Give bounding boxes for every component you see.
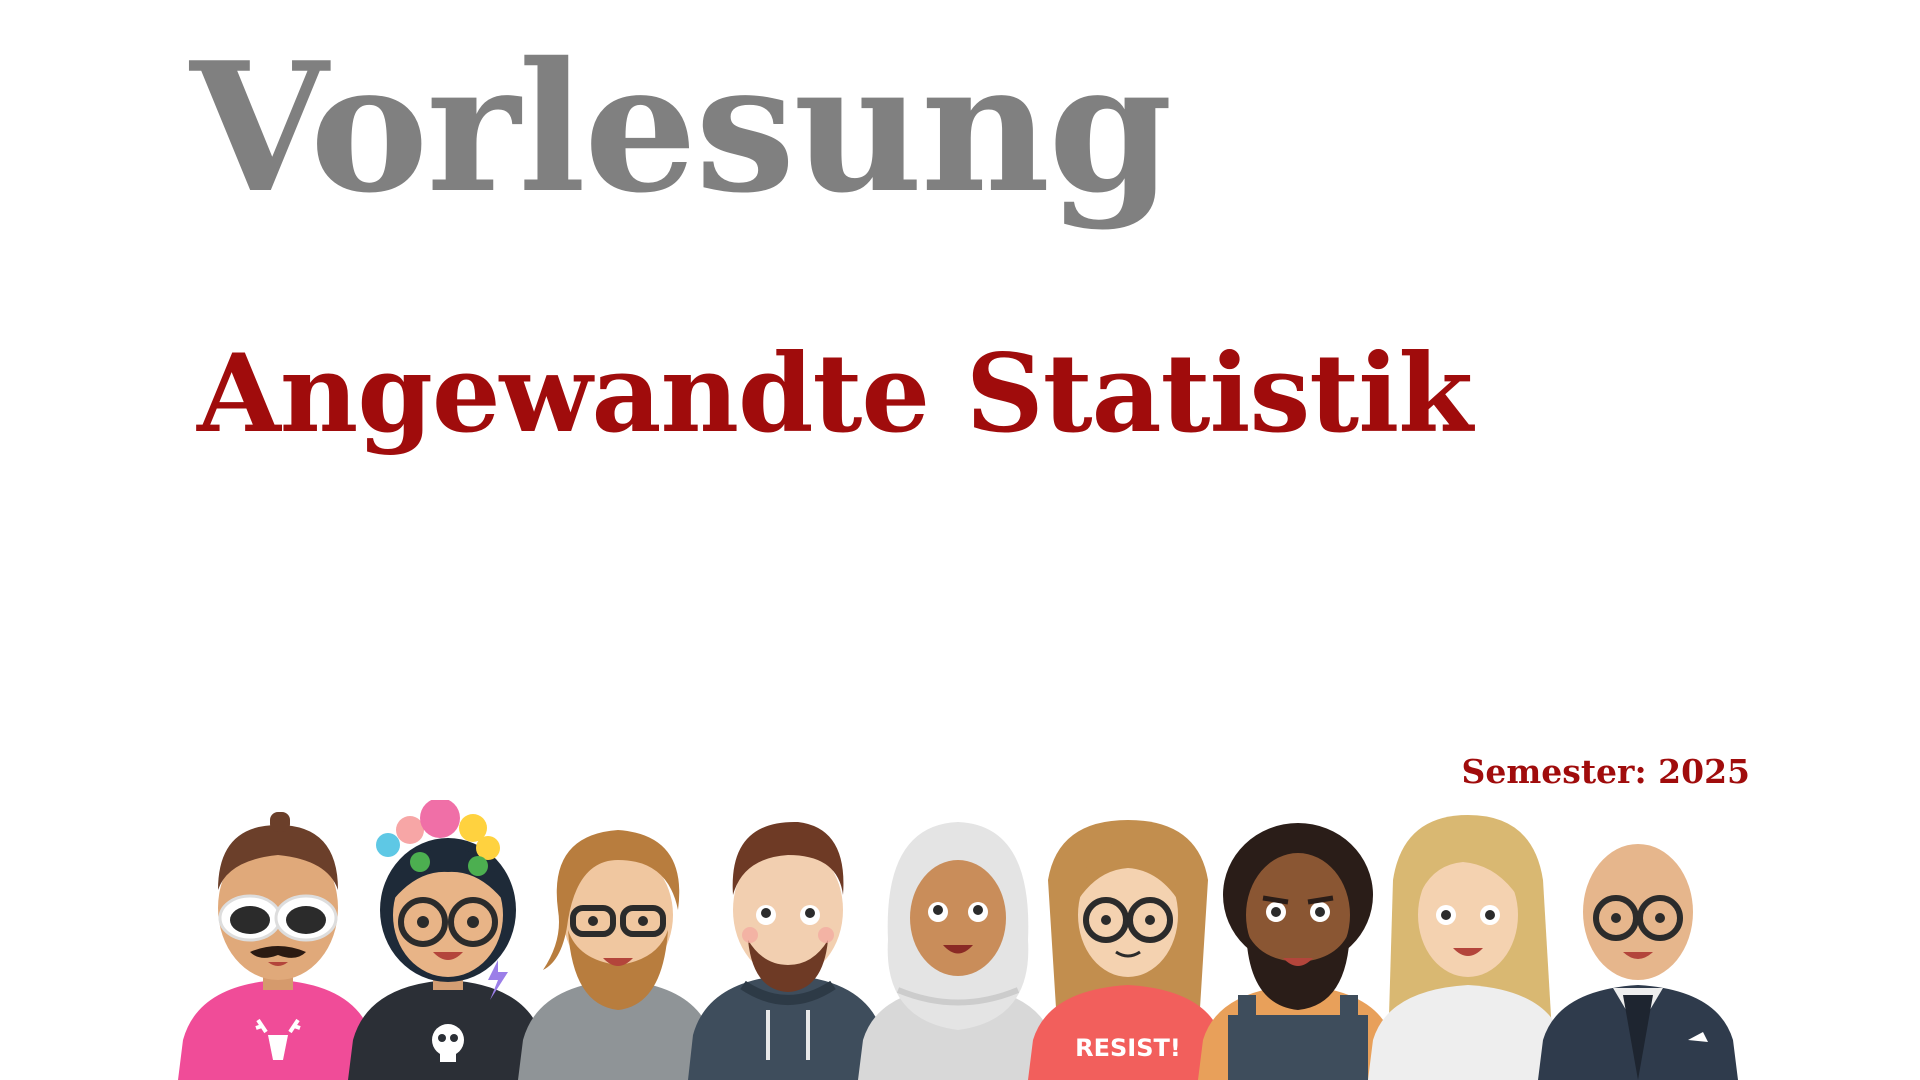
person-resist-shirt: RESIST!: [1028, 820, 1228, 1080]
person-bald-glasses: [1538, 844, 1738, 1080]
semester-value: 2025: [1658, 752, 1750, 791]
semester-label-text: Semester:: [1461, 752, 1647, 791]
deer-print-icon: [255, 1018, 301, 1060]
person-blonde: [1368, 815, 1568, 1080]
resist-print-text: RESIST!: [1075, 1034, 1181, 1062]
person-hijab: [858, 822, 1058, 1080]
skull-print-icon: [432, 1024, 464, 1062]
person-long-beard: [518, 830, 718, 1080]
slide-subtitle: Angewandte Statistik: [197, 331, 1473, 457]
semester-label: Semester: 2025: [1462, 752, 1751, 792]
person-curly-beard: [1198, 823, 1398, 1080]
slide-title: Vorlesung: [190, 23, 1173, 232]
person-white-sunglasses: [178, 812, 378, 1080]
people-illustration: RESIST!: [178, 800, 1752, 1080]
people-illustration-svg: RESIST!: [178, 800, 1738, 1080]
person-flower-crown: [348, 800, 548, 1080]
person-hoodie: [688, 821, 888, 1080]
